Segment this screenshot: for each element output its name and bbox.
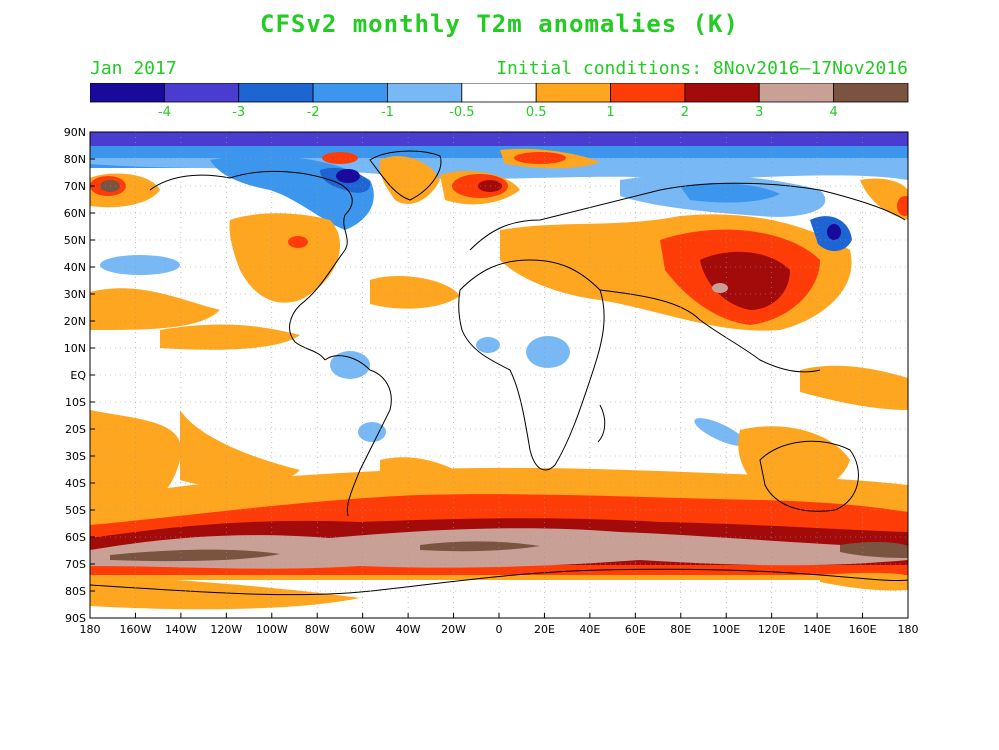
latitude-label: 60N xyxy=(64,207,86,220)
colorbar-label: -0.5 xyxy=(449,105,474,119)
colorbar: -4 -3 -2 -1 -0.5 0.5 1 2 3 4 xyxy=(90,83,909,119)
colorbar-box xyxy=(610,83,686,103)
longitude-label: 160E xyxy=(849,623,877,636)
anomaly-map: 90N 80N 70N 60N 50N 40N 30N 20N 10N EQ 10S 20S 30S 40… xyxy=(64,126,919,636)
colorbar-label: 3 xyxy=(755,105,763,119)
longitude-label: 120E xyxy=(758,623,786,636)
colorbar-box xyxy=(535,83,611,103)
colorbar-label: -4 xyxy=(158,105,171,119)
longitude-label: 20E xyxy=(534,623,555,636)
colorbar-label: 4 xyxy=(829,105,837,119)
longitude-label: 160W xyxy=(120,623,152,636)
latitude-label: 50N xyxy=(64,234,86,247)
latitude-label: 70S xyxy=(65,558,86,571)
latitude-label: 80N xyxy=(64,153,86,166)
longitude-label: 20W xyxy=(441,623,466,636)
longitude-label: 140E xyxy=(803,623,831,636)
latitude-label: 20N xyxy=(64,315,86,328)
colorbar-box xyxy=(833,83,909,103)
colorbar-label: -3 xyxy=(232,105,245,119)
latitude-label: 10S xyxy=(65,396,86,409)
colorbar-label: 0.5 xyxy=(526,105,547,119)
colorbar-box xyxy=(758,83,835,103)
anomaly-field xyxy=(90,132,908,610)
latitude-label: 80S xyxy=(65,585,86,598)
longitude-label: 40E xyxy=(579,623,600,636)
map-title: CFSv2 monthly T2m anomalies (K) xyxy=(260,10,739,38)
colorbar-label: -1 xyxy=(381,105,394,119)
latitude-label: 90N xyxy=(64,126,86,139)
colorbar-box xyxy=(684,83,760,103)
latitude-label: 70N xyxy=(64,180,86,193)
latitude-label: 40S xyxy=(65,477,86,490)
valid-month-label: Jan 2017 xyxy=(90,58,177,79)
latitude-label: 90S xyxy=(65,612,86,625)
longitude-label: 100E xyxy=(712,623,740,636)
colorbar-label: 2 xyxy=(681,105,689,119)
coastlines xyxy=(90,150,908,596)
longitude-label: 60W xyxy=(350,623,375,636)
colorbar-box xyxy=(387,83,463,103)
latitude-label: 60S xyxy=(65,531,86,544)
longitude-label: 60E xyxy=(625,623,646,636)
longitude-label: 0 xyxy=(496,623,503,636)
latitude-label: 40N xyxy=(64,261,86,274)
colorbar-box xyxy=(90,83,165,103)
latitude-label: 10N xyxy=(64,342,86,355)
longitude-label: 80W xyxy=(305,623,330,636)
longitude-label: 140W xyxy=(165,623,197,636)
colorbar-box xyxy=(238,83,314,103)
colorbar-label: -2 xyxy=(307,105,320,119)
colorbar-label: 1 xyxy=(606,105,614,119)
latitude-label: 20S xyxy=(65,423,86,436)
latitude-label: 30S xyxy=(65,450,86,463)
colorbar-box xyxy=(461,83,537,103)
colorbar-box xyxy=(163,83,240,103)
longitude-label: 180 xyxy=(80,623,101,636)
latitude-label: 30N xyxy=(64,288,86,301)
longitude-label: 40W xyxy=(396,623,421,636)
initial-conditions-label: Initial conditions: 8Nov2016–17Nov2016 xyxy=(496,58,908,79)
latitude-label: 50S xyxy=(65,504,86,517)
graticule xyxy=(90,132,908,618)
longitude-label: 180 xyxy=(898,623,919,636)
longitude-label: 100W xyxy=(256,623,288,636)
longitude-label: 80E xyxy=(670,623,691,636)
longitude-label: 120W xyxy=(210,623,242,636)
latitude-label: EQ xyxy=(70,369,86,382)
colorbar-box xyxy=(312,83,388,103)
